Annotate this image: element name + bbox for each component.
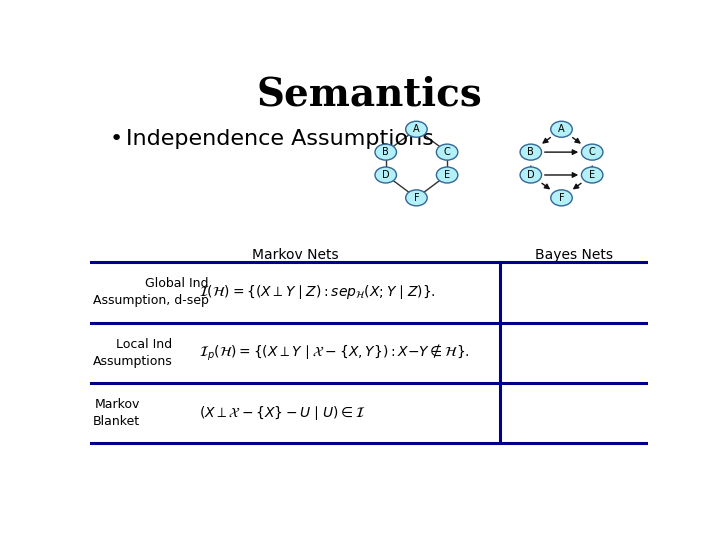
Circle shape [436,144,458,160]
Circle shape [520,144,541,160]
Circle shape [551,190,572,206]
Text: $\mathcal{I}(\mathcal{H}) = \{(X \perp Y \mid Z) : sep_{\mathcal{H}}(X;Y \mid Z): $\mathcal{I}(\mathcal{H}) = \{(X \perp Y… [199,284,436,301]
Text: Global Ind
Assumption, d-sep: Global Ind Assumption, d-sep [93,278,209,307]
Circle shape [375,167,397,183]
Text: E: E [444,170,450,180]
Text: Independence Assumptions: Independence Assumptions [126,129,434,149]
Text: E: E [589,170,595,180]
Text: F: F [413,193,419,203]
Text: F: F [559,193,564,203]
Text: Markov Nets: Markov Nets [252,248,338,262]
Circle shape [520,167,541,183]
Text: D: D [382,170,390,180]
Circle shape [582,144,603,160]
Text: C: C [589,147,595,157]
Circle shape [405,190,427,206]
Text: $\mathcal{I}_p(\mathcal{H}) = \{(X \perp Y \mid \mathcal{X} - \{X,Y\}) : X{-}Y \: $\mathcal{I}_p(\mathcal{H}) = \{(X \perp… [199,342,469,363]
Circle shape [582,167,603,183]
Text: $(X \perp \mathcal{X} - \{X\} - U \mid U) \in \mathcal{I}$: $(X \perp \mathcal{X} - \{X\} - U \mid U… [199,404,365,422]
Text: Semantics: Semantics [256,75,482,113]
Circle shape [436,167,458,183]
Text: B: B [528,147,534,157]
Text: B: B [382,147,389,157]
Text: D: D [527,170,535,180]
Text: A: A [558,124,564,134]
Circle shape [405,122,427,137]
Text: •: • [109,129,123,149]
Text: Bayes Nets: Bayes Nets [535,248,613,262]
Text: Local Ind
Assumptions: Local Ind Assumptions [93,338,173,368]
Circle shape [551,122,572,137]
Text: A: A [413,124,420,134]
Text: C: C [444,147,451,157]
Text: Markov
Blanket: Markov Blanket [93,398,140,428]
Circle shape [375,144,397,160]
